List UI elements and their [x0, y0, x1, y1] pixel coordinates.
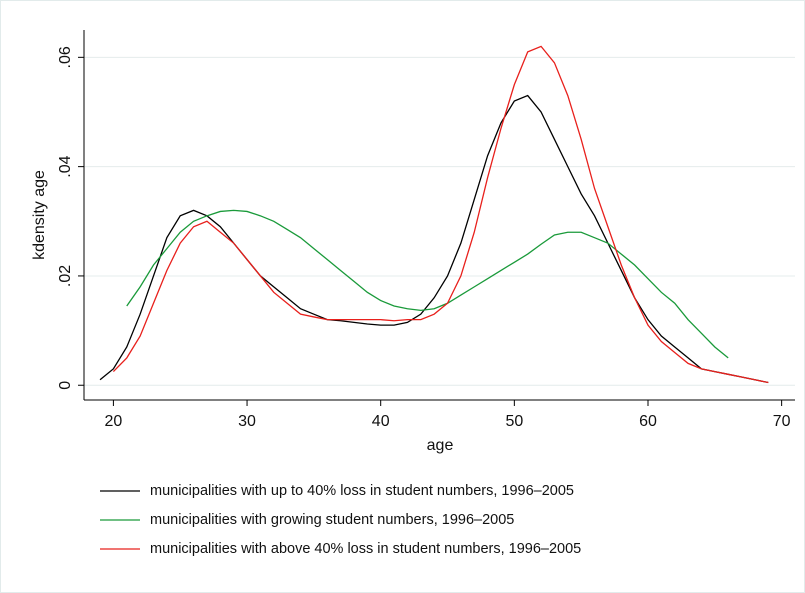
legend-label: municipalities with growing student numb…: [150, 512, 514, 528]
y-tick-label: 0: [57, 381, 74, 390]
x-tick-label: 60: [639, 413, 657, 430]
y-axis-label: kdensity age: [31, 170, 48, 260]
y-tick-label: .04: [57, 155, 74, 177]
x-tick-label: 20: [105, 413, 123, 430]
x-tick-label: 30: [238, 413, 256, 430]
x-tick-label: 40: [372, 413, 390, 430]
legend-label: municipalities with up to 40% loss in st…: [150, 483, 574, 499]
line: [126, 209, 729, 359]
y-tick-label: .06: [57, 46, 74, 68]
x-axis-label: age: [427, 437, 454, 454]
legend-label: municipalities with above 40% loss in st…: [150, 541, 581, 557]
x-tick-label: 70: [773, 413, 791, 430]
y-tick-label: .02: [57, 265, 74, 287]
x-tick-label: 50: [505, 413, 523, 430]
line: [112, 45, 769, 384]
line: [99, 94, 769, 384]
